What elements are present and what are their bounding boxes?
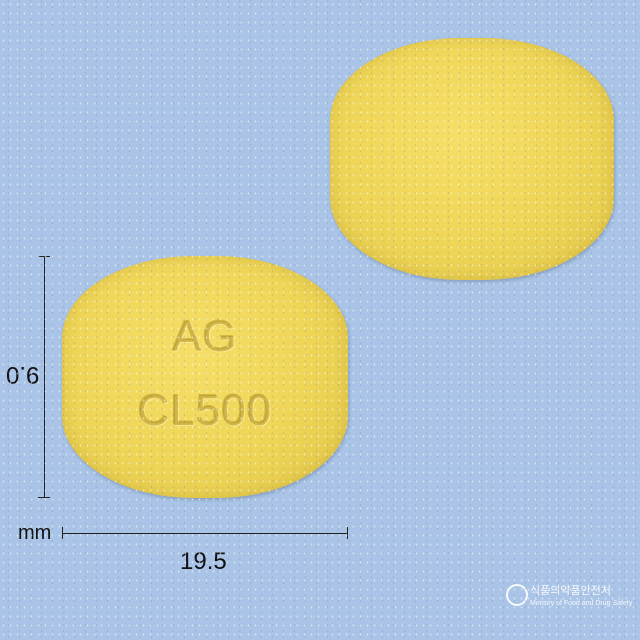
- length-dimension-line: [62, 533, 348, 534]
- length-dimension-tick-left: [62, 527, 63, 539]
- height-dimension-tick-bottom: [38, 497, 50, 498]
- pill-back-view: [330, 38, 614, 280]
- length-dimension-tick-right: [347, 527, 348, 539]
- imprint-line-2: CL500: [137, 386, 273, 435]
- height-dimension-line: [44, 256, 45, 498]
- unit-label: mm: [18, 522, 52, 544]
- height-dimension-tick-top: [38, 256, 50, 257]
- mfds-watermark: 식품의약품안전처 Ministry of Food and Drug Safet…: [506, 580, 632, 624]
- imprint-line-1: AG: [172, 312, 238, 361]
- watermark-korean-text: 식품의약품안전처: [530, 585, 611, 597]
- government-seal-icon: [506, 584, 528, 606]
- watermark-english-text: Ministry of Food and Drug Safety: [530, 600, 633, 607]
- pill-front-view: AG CL500: [62, 256, 348, 498]
- length-dimension-label: 19.5: [180, 548, 227, 575]
- width-dimension-label: 9.0: [6, 361, 40, 388]
